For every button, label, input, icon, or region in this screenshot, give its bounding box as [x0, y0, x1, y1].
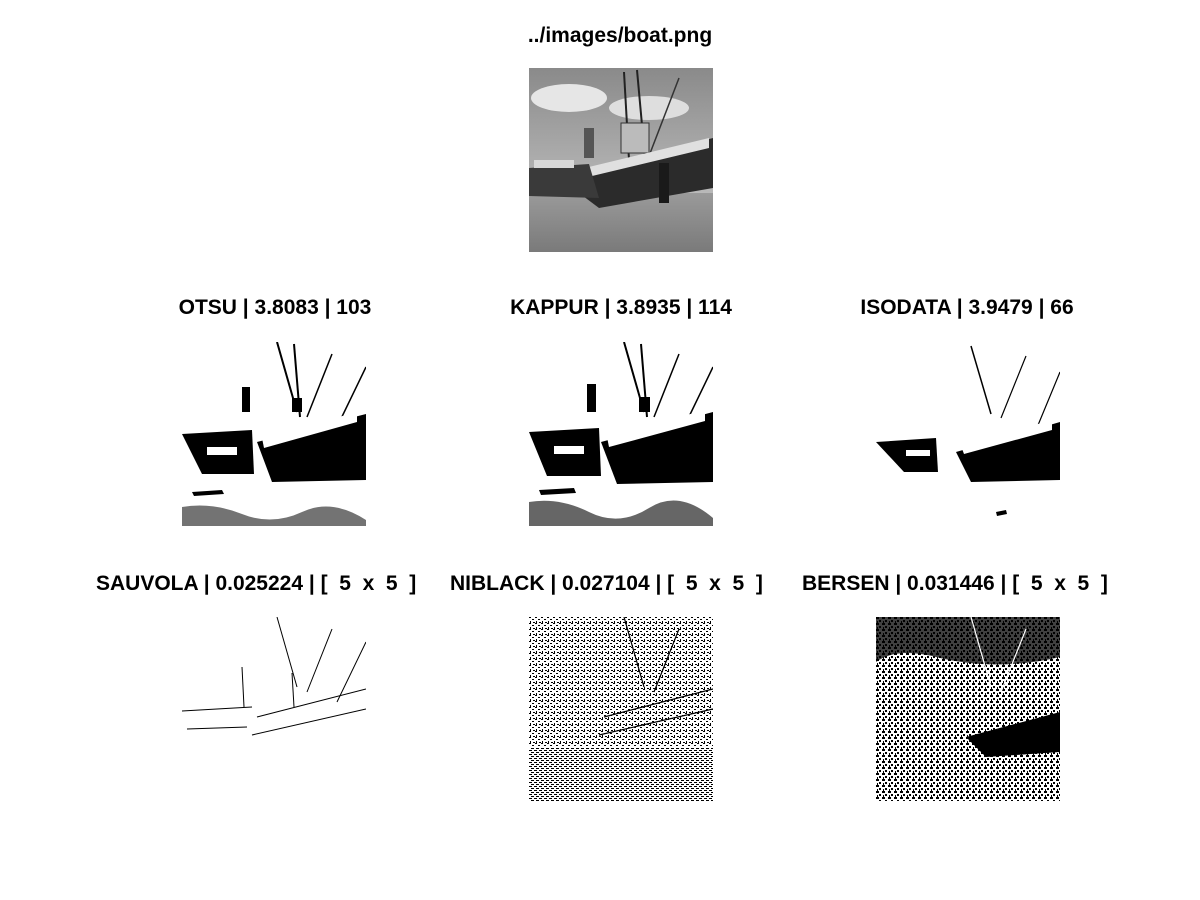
otsu-binary-image — [182, 342, 366, 526]
kappur-binary-drawing — [529, 342, 713, 526]
panel-title-otsu: OTSU | 3.8083 | 103 — [178, 296, 372, 319]
otsu-binary-drawing — [182, 342, 366, 526]
panel-title-kappur: KAPPUR | 3.8935 | 114 — [510, 296, 732, 319]
bersen-binary-drawing — [876, 617, 1060, 801]
panel-title-sauvola: SAUVOLA | 0.025224 | [ 5 x 5 ] — [96, 572, 417, 595]
sauvola-binary-drawing — [182, 617, 366, 801]
sauvola-binary-image — [182, 617, 366, 801]
bersen-binary-image — [876, 617, 1060, 801]
isodata-binary-drawing — [876, 342, 1060, 526]
kappur-binary-image — [529, 342, 713, 526]
boat-grayscale-drawing — [529, 68, 713, 252]
panel-title-isodata: ISODATA | 3.9479 | 66 — [860, 296, 1074, 319]
panel-title-niblack: NIBLACK | 0.027104 | [ 5 x 5 ] — [450, 572, 763, 595]
niblack-binary-image — [529, 617, 713, 801]
source-grayscale-image — [529, 68, 713, 252]
isodata-binary-image — [876, 342, 1060, 526]
panel-title-bersen: BERSEN | 0.031446 | [ 5 x 5 ] — [802, 572, 1108, 595]
niblack-binary-drawing — [529, 617, 713, 801]
source-image-title: ../images/boat.png — [527, 24, 713, 47]
